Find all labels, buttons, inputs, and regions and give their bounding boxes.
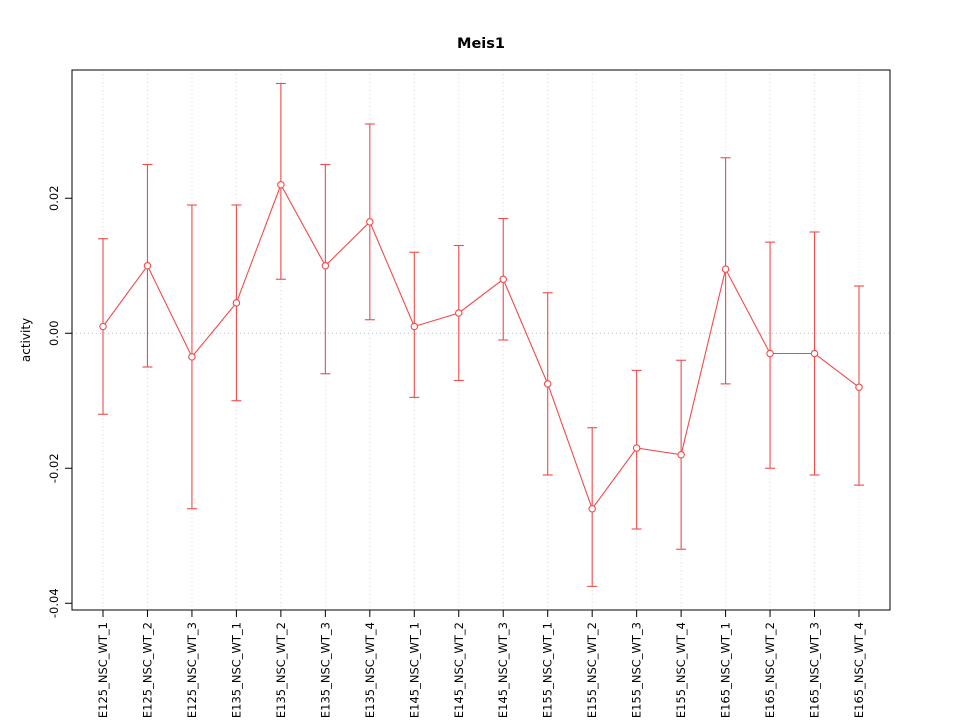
data-point — [632, 444, 641, 452]
data-point — [232, 299, 241, 307]
x-tick-label: E125_NSC_WT_1 — [96, 622, 110, 718]
data-point — [366, 218, 374, 226]
y-tick-label: 0.02 — [47, 185, 61, 211]
x-tick-label: E125_NSC_WT_3 — [185, 622, 199, 718]
x-tick-label: E165_NSC_WT_1 — [719, 622, 733, 718]
data-point — [321, 261, 330, 270]
data-point — [455, 309, 463, 317]
y-tick-label: 0.00 — [47, 320, 61, 346]
x-tick-label: E155_NSC_WT_3 — [630, 622, 644, 718]
plot-content: 0.02 0.00 -0.02 -0.04 E125_NSC_WT_1 E125_NSC_… — [47, 69, 891, 718]
x-tick-label: E135_NSC_WT_1 — [229, 622, 243, 718]
x-tick-label: E165_NSC_WT_3 — [808, 622, 822, 718]
chart-title: Meis1 — [457, 36, 505, 52]
x-tick-label: E135_NSC_WT_4 — [363, 622, 377, 718]
y-axis-title: activity — [19, 318, 33, 362]
y-tick-label: -0.02 — [47, 453, 61, 483]
x-tick-label: E135_NSC_WT_3 — [318, 622, 332, 718]
data-point — [143, 261, 152, 270]
x-tick-label: E155_NSC_WT_2 — [585, 622, 599, 718]
data-point — [677, 450, 685, 459]
x-tick-label: E165_NSC_WT_2 — [763, 622, 777, 718]
data-point — [410, 322, 419, 331]
data-point — [766, 349, 774, 358]
data-point — [810, 349, 819, 358]
data-point — [855, 383, 863, 391]
x-tick-label: E145_NSC_WT_1 — [407, 622, 421, 718]
data-point — [588, 504, 596, 513]
data-point — [277, 181, 285, 189]
x-tick-label: E165_NSC_WT_4 — [852, 622, 866, 718]
x-tick-label: E145_NSC_WT_3 — [496, 622, 510, 718]
y-tick-label: -0.04 — [47, 588, 61, 618]
series-line — [102, 183, 860, 510]
data-point — [188, 353, 196, 361]
data-point — [499, 275, 507, 283]
data-point — [543, 380, 552, 388]
x-tick-label: E125_NSC_WT_2 — [140, 622, 154, 718]
x-tick-label: E155_NSC_WT_1 — [541, 622, 555, 718]
x-tick-label: E135_NSC_WT_2 — [274, 622, 288, 718]
x-tick-label: E155_NSC_WT_4 — [674, 622, 688, 718]
x-tick-label: E145_NSC_WT_2 — [452, 622, 466, 718]
data-point — [721, 265, 730, 273]
plot-box — [71, 69, 891, 611]
data-point — [99, 322, 107, 331]
